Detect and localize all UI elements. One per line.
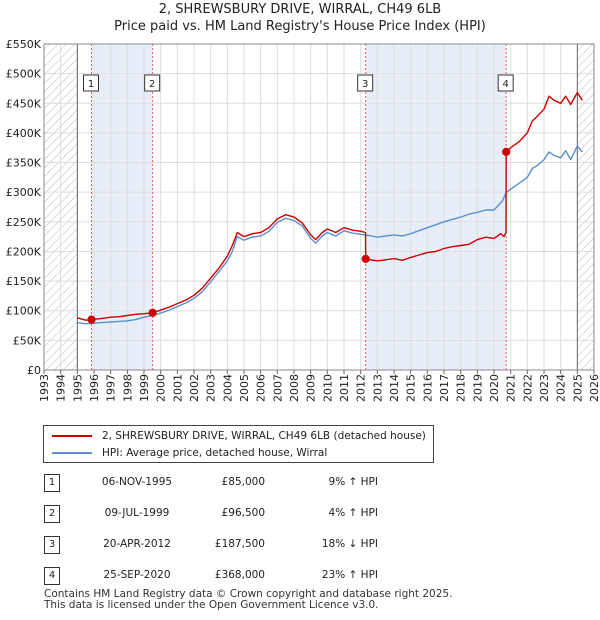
- sale-number: 2: [44, 505, 60, 523]
- sale-price: £96,500: [221, 507, 265, 519]
- sale-marker-box: [83, 74, 99, 92]
- x-tick-label: 2019: [471, 374, 484, 402]
- x-tick-label: 2008: [288, 374, 301, 402]
- x-tick-label: 2001: [171, 374, 184, 402]
- sale-number: 3: [44, 536, 60, 554]
- sale-price: £368,000: [214, 569, 265, 581]
- x-tick-label: 2000: [155, 374, 168, 402]
- x-tick-label: 1998: [121, 374, 134, 402]
- x-tick-label: 2025: [571, 374, 584, 402]
- x-tick-label: 2004: [221, 374, 234, 402]
- chart-title: 2, SHREWSBURY DRIVE, WIRRAL, CH49 6LB: [158, 2, 442, 17]
- footer-line-2: This data is licensed under the Open Gov…: [44, 599, 379, 611]
- sale-date: 25-SEP-2020: [103, 569, 171, 581]
- x-tick-label: 2013: [371, 374, 384, 402]
- x-tick-label: 1995: [71, 374, 84, 402]
- sale-number: 4: [44, 567, 60, 585]
- x-tick-label: 2006: [255, 374, 268, 402]
- x-tick-label: 2011: [338, 374, 351, 402]
- sale-date: 06-NOV-1995: [101, 476, 173, 488]
- y-tick-label: £0: [27, 364, 41, 377]
- x-tick-label: 2014: [388, 374, 401, 402]
- footer-attribution: Contains HM Land Registry data © Crown c…: [44, 589, 452, 611]
- x-tick-label: 2026: [588, 374, 600, 402]
- y-tick-label: £100K: [6, 305, 42, 318]
- x-tick-label: 2022: [521, 374, 534, 402]
- sale-date: 20-APR-2012: [103, 538, 171, 550]
- plot-border: [43, 43, 595, 371]
- chart-subtitle: Price paid vs. HM Land Registry's House …: [114, 19, 486, 34]
- hatched-range: [577, 44, 594, 370]
- y-tick-label: £550K: [6, 38, 42, 51]
- sale-hpi-change: 18% ↓ HPI: [321, 538, 378, 550]
- footer-line-1: Contains HM Land Registry data © Crown c…: [44, 588, 453, 600]
- x-tick-label: 2003: [205, 374, 218, 402]
- sale-marker-label: 1: [88, 79, 94, 90]
- y-tick-label: £50K: [13, 334, 42, 347]
- sale-row-4: 4 25-SEP-2020 £368,000 23% ↑ HPI: [40, 567, 440, 585]
- x-tick-label: 2007: [271, 374, 284, 402]
- sale-row-1: 1 06-NOV-1995 £85,000 9% ↑ HPI: [40, 474, 440, 492]
- x-tick-label: 2012: [355, 374, 368, 402]
- legend-label-hpi: HPI: Average price, detached house, Wirr…: [102, 447, 328, 459]
- x-tick-label: 2024: [555, 374, 568, 402]
- sale-marker-label: 3: [362, 79, 368, 90]
- x-tick-label: 2015: [405, 374, 418, 402]
- sale-marker-box: [357, 74, 374, 92]
- legend-swatch-property: [52, 435, 92, 437]
- x-tick-label: 2009: [305, 374, 318, 402]
- y-tick-label: £450K: [6, 97, 42, 110]
- x-tick-label: 1993: [38, 374, 51, 402]
- sale-point: [502, 147, 511, 156]
- sale-marker-label: 4: [502, 79, 508, 90]
- price-chart: 1 2 3 4 £0 £50K £100K £150K £200K £250K £300K £350K…: [6, 38, 600, 402]
- sale-hpi-change: 9% ↑ HPI: [328, 476, 378, 488]
- x-tick-label: 1999: [138, 374, 151, 402]
- legend-swatch-hpi: [52, 452, 92, 454]
- sale-hpi-change: 4% ↑ HPI: [328, 507, 378, 519]
- legend-entry-property: 2, SHREWSBURY DRIVE, WIRRAL, CH49 6LB (d…: [52, 428, 426, 444]
- sale-point: [87, 315, 96, 324]
- sale-date: 09-JUL-1999: [104, 507, 170, 519]
- legend-label-property: 2, SHREWSBURY DRIVE, WIRRAL, CH49 6LB (d…: [102, 430, 426, 442]
- x-tick-label: 1997: [105, 374, 118, 402]
- x-tick-label: 2002: [188, 374, 201, 402]
- sale-point: [361, 254, 370, 263]
- sale-point: [148, 308, 157, 317]
- x-tick-label: 2020: [488, 374, 501, 402]
- x-tick-label: 1994: [55, 374, 68, 402]
- sale-price: £85,000: [221, 476, 265, 488]
- x-tick-label: 2017: [438, 374, 451, 402]
- sale-row-3: 3 20-APR-2012 £187,500 18% ↓ HPI: [40, 536, 440, 554]
- x-tick-label: 2016: [421, 374, 434, 402]
- sale-number: 1: [44, 474, 60, 492]
- sale-marker-box: [497, 74, 514, 92]
- property-series-line: [77, 91, 583, 321]
- x-tick-label: 2005: [238, 374, 251, 402]
- y-tick-label: £250K: [6, 216, 42, 229]
- x-tick-label: 1996: [88, 374, 101, 402]
- y-tick-label: £200K: [6, 245, 42, 258]
- y-tick-label: £400K: [6, 127, 42, 140]
- x-tick-label: 2023: [538, 374, 551, 402]
- hpi-series-line: [77, 145, 583, 325]
- sale-marker-label: 2: [149, 79, 155, 90]
- sale-marker-box: [144, 74, 161, 92]
- y-tick-label: £300K: [6, 186, 42, 199]
- sale-hpi-change: 23% ↑ HPI: [321, 569, 378, 581]
- y-tick-label: £500K: [6, 68, 42, 81]
- x-tick-label: 2010: [321, 374, 334, 402]
- x-tick-label: 2021: [505, 374, 518, 402]
- x-tick-label: 2018: [455, 374, 468, 402]
- legend-entry-hpi: HPI: Average price, detached house, Wirr…: [52, 445, 327, 461]
- sale-row-2: 2 09-JUL-1999 £96,500 4% ↑ HPI: [40, 505, 440, 523]
- chart-legend: 2, SHREWSBURY DRIVE, WIRRAL, CH49 6LB (d…: [43, 425, 434, 463]
- sale-price: £187,500: [214, 538, 265, 550]
- y-tick-label: £150K: [6, 275, 42, 288]
- y-tick-label: £350K: [6, 157, 42, 170]
- shaded-range: [365, 44, 507, 370]
